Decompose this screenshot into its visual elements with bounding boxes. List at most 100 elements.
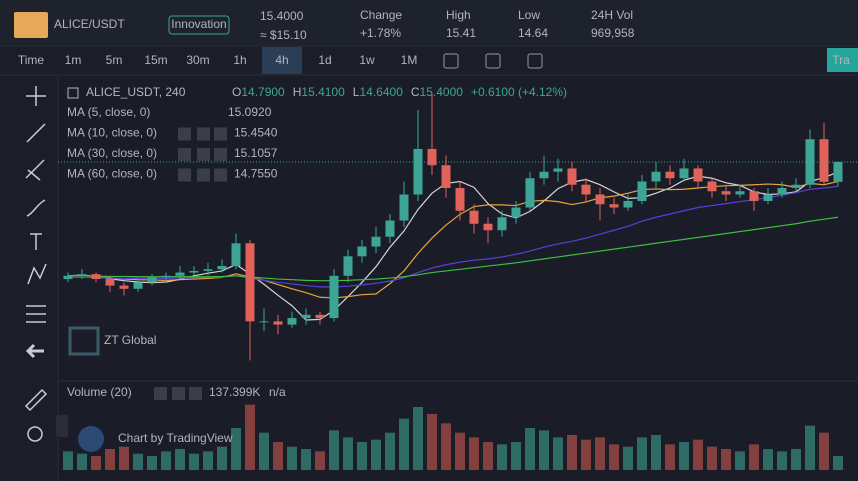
cross-tool[interactable]: [26, 86, 46, 106]
volume-bar: [399, 418, 409, 470]
ma-icon[interactable]: [178, 127, 191, 141]
candle-body: [413, 148, 423, 195]
ohlc-value: 14.6400: [359, 85, 403, 99]
interval[interactable]: Time: [18, 53, 45, 67]
volume-bar: [735, 451, 745, 470]
candle-body: [441, 165, 451, 188]
candle-body: [609, 204, 619, 208]
volume-extra: n/a: [269, 385, 286, 399]
measure-tool[interactable]: [26, 305, 46, 323]
volume-bar: [721, 449, 731, 470]
symbol: ALICE_USDT, 240: [86, 85, 186, 99]
volume-bar: [623, 446, 633, 470]
toolbar-icon[interactable]: [443, 53, 459, 69]
trade-label[interactable]: Tra: [832, 53, 850, 67]
toolbar-icon[interactable]: [527, 53, 543, 69]
candle-body: [497, 217, 507, 231]
drawing-tools: [24, 86, 48, 442]
interval[interactable]: 1w: [359, 53, 375, 67]
stat-value: 14.64: [518, 26, 548, 40]
volume-bar: [231, 428, 241, 470]
interval[interactable]: 1m: [65, 53, 82, 67]
ohlc-label: H: [293, 85, 302, 99]
ma-icon[interactable]: [197, 127, 210, 141]
candle-body: [791, 184, 801, 188]
volume-bar: [245, 404, 255, 470]
ruler-tool[interactable]: [24, 388, 48, 412]
interval[interactable]: 30m: [186, 53, 209, 67]
volume-bar: [609, 444, 619, 470]
ma-icon[interactable]: [197, 148, 210, 161]
stat-value: 15.41: [446, 26, 476, 40]
volume-icon[interactable]: [172, 387, 185, 400]
candle-body: [329, 275, 339, 319]
text-tool[interactable]: [30, 233, 42, 250]
candle-body: [301, 314, 311, 319]
ma-icon[interactable]: [178, 148, 191, 161]
volume-bar: [637, 437, 647, 470]
collapse-button[interactable]: [56, 415, 68, 437]
candle-body: [175, 272, 185, 276]
candle-body: [483, 223, 493, 231]
interval[interactable]: 5m: [106, 53, 123, 67]
volume-bar: [329, 430, 339, 470]
volume-bar: [203, 451, 213, 470]
volume-icon[interactable]: [154, 387, 167, 400]
ma-value: 15.1057: [234, 146, 278, 160]
volume-name: Volume (20): [67, 385, 132, 399]
candle-body: [231, 243, 241, 267]
back-tool[interactable]: [25, 343, 44, 359]
fib-tool[interactable]: [25, 159, 45, 181]
candle-body: [63, 275, 73, 280]
drawing-toolbar: [0, 76, 58, 481]
candle-body: [385, 220, 395, 237]
volume-bar: [343, 437, 353, 470]
line-tool[interactable]: [26, 123, 46, 143]
ma-icon[interactable]: [214, 168, 227, 182]
candle-body: [357, 246, 367, 257]
volume-bar: [693, 439, 703, 470]
interval[interactable]: 1M: [401, 53, 418, 67]
trade-button[interactable]: [827, 48, 858, 72]
volume-bar: [483, 442, 493, 470]
candle-body: [693, 168, 703, 182]
toolbar-icon[interactable]: [485, 53, 501, 69]
candle-body: [217, 266, 227, 270]
coin-logo: [14, 12, 48, 38]
interval[interactable]: 4h: [275, 53, 288, 67]
watermark-logo: [68, 326, 100, 356]
volume-bar: [259, 432, 269, 470]
ma-icon[interactable]: [178, 168, 191, 182]
candle-body: [259, 321, 269, 323]
volume-bar: [651, 435, 661, 470]
pattern-tool[interactable]: [27, 263, 47, 285]
candle-body: [203, 269, 213, 271]
volume-bar: [539, 430, 549, 470]
candle-body: [105, 279, 115, 286]
interval[interactable]: 15m: [144, 53, 167, 67]
candle-body: [399, 194, 409, 221]
volume-bar: [273, 442, 283, 470]
interval[interactable]: 1d: [318, 53, 331, 67]
interval[interactable]: 1h: [233, 53, 246, 67]
ma-icon[interactable]: [214, 148, 227, 161]
volume-bar: [763, 449, 773, 470]
zoom-tool[interactable]: [27, 426, 43, 442]
candle-body: [581, 184, 591, 195]
stat-value: +1.78%: [360, 26, 401, 40]
ma-value: 14.7550: [234, 167, 278, 181]
stat-label: Change: [360, 8, 402, 22]
ma-icon[interactable]: [197, 168, 210, 182]
ma-value: 15.0920: [228, 105, 272, 119]
attribution[interactable]: Chart by TradingView: [118, 431, 233, 445]
ma-icon[interactable]: [214, 127, 227, 141]
volume-bar: [315, 451, 325, 470]
volume-icon[interactable]: [189, 387, 202, 400]
brush-tool[interactable]: [26, 199, 46, 217]
candle-body: [623, 200, 633, 208]
volume-bar: [469, 437, 479, 470]
candle-body: [651, 171, 661, 182]
candle-body: [707, 181, 717, 192]
tag: Innovation: [171, 17, 226, 31]
